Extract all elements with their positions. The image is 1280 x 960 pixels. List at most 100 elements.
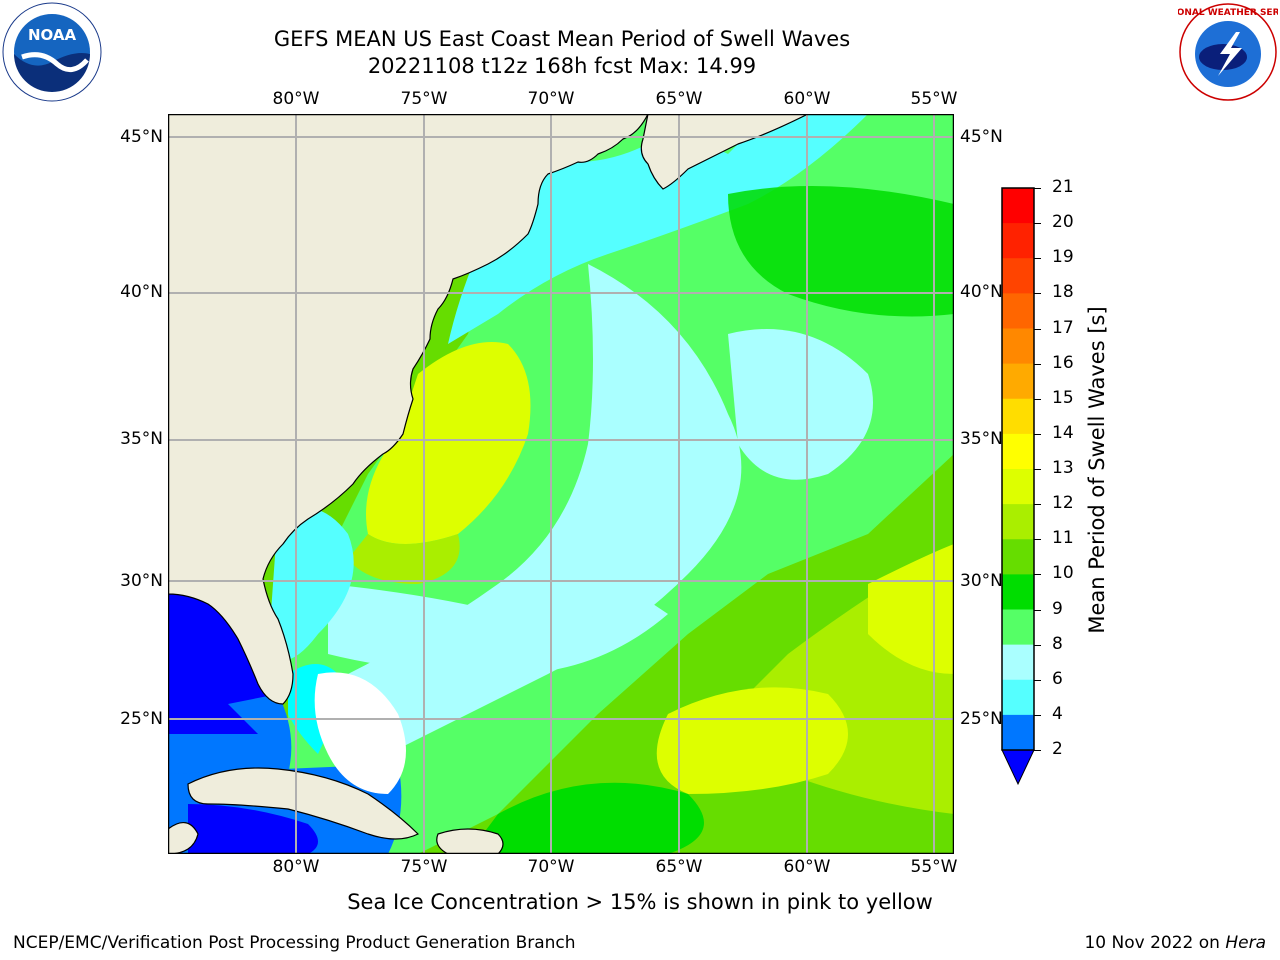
gulf-mexico-water	[168, 584, 272, 734]
colorbar-segment	[1002, 679, 1034, 716]
colorbar-tick-mark	[1034, 363, 1041, 365]
colorbar-tick-label: 9	[1052, 598, 1063, 619]
colorbar-segment	[1002, 714, 1034, 751]
colorbar-segment	[1002, 328, 1034, 365]
bahamas-shallow	[314, 672, 406, 794]
hispaniola-land	[436, 828, 504, 854]
colorbar-tick-label: 17	[1052, 317, 1074, 338]
colorbar-tick-mark	[1034, 539, 1041, 541]
colorbar-tick-mark	[1034, 398, 1041, 400]
lat-label-left-45n: 45°N	[120, 127, 163, 147]
colorbar-segment	[1002, 539, 1034, 575]
colorbar-segment	[1002, 469, 1034, 505]
colorbar-tick-label: 8	[1052, 633, 1063, 654]
colorbar-tick-mark	[1034, 504, 1041, 506]
colorbar-tick-mark	[1034, 469, 1041, 470]
lat-label-left-30n: 30°N	[120, 571, 163, 591]
noaa-logo-text: NOAA	[28, 26, 77, 44]
colorbar-tick-label: 21	[1052, 177, 1074, 197]
colorbar-tick-label: 6	[1052, 668, 1063, 689]
colorbar-tick-label: 2	[1052, 739, 1063, 759]
colorbar-tick-label: 4	[1052, 703, 1063, 724]
lat-label-right-45n: 45°N	[960, 127, 1003, 147]
north-america-land	[168, 114, 649, 705]
colorbar-tick-label: 11	[1052, 528, 1074, 549]
lon-label-bottom-60w: 60°W	[783, 857, 831, 877]
colorbar-segment	[1002, 223, 1034, 259]
colorbar-tick-label: 12	[1052, 493, 1074, 514]
colorbar-segment	[1002, 363, 1034, 400]
colorbar-tick-mark	[1034, 223, 1041, 225]
gulf-mexico-water-edge	[168, 694, 292, 774]
lat-label-left-40n: 40°N	[120, 282, 163, 302]
colorbar-segment	[1002, 293, 1034, 329]
colorbar-segment	[1002, 188, 1034, 224]
band-13-14-south	[656, 687, 848, 794]
colorbar-tick-mark	[1034, 750, 1041, 751]
colorbar-segment	[1002, 433, 1034, 470]
colorbar-segment	[1002, 258, 1034, 294]
lon-label-bottom-70w: 70°W	[527, 857, 575, 877]
band-13-14-hatteras	[366, 342, 531, 544]
colorbar-tick-mark	[1034, 293, 1041, 295]
colorbar-tick-mark	[1034, 188, 1041, 189]
noaa-logo: NOAA	[2, 2, 102, 102]
colorbar-label: Mean Period of Swell Waves [s]	[1085, 306, 1109, 634]
lat-label-right-25n: 25°N	[960, 709, 1003, 729]
lat-label-right-40n: 40°N	[960, 282, 1003, 302]
band-12-13-hatteras	[348, 534, 460, 584]
band-8-9-south	[328, 584, 668, 674]
band-6-8-coast	[268, 507, 354, 661]
colorbar-tick-mark	[1034, 714, 1041, 716]
lon-label-top-65w: 65°W	[655, 89, 703, 109]
lon-label-top-70w: 70°W	[527, 89, 575, 109]
graticule	[168, 114, 954, 854]
colorbar-tick-mark	[1034, 433, 1041, 435]
date-text: 10 Nov 2022 on	[1084, 933, 1226, 953]
caribbean-dark	[188, 804, 318, 854]
lon-label-bottom-75w: 75°W	[400, 857, 448, 877]
sea-ice-caption: Sea Ice Concentration > 15% is shown in …	[347, 890, 933, 914]
lon-label-top-80w: 80°W	[272, 89, 320, 109]
colorbar-segment	[1002, 644, 1034, 681]
band-13-14-se	[868, 544, 954, 674]
lat-label-left-35n: 35°N	[120, 429, 163, 449]
colorbar-tick-mark	[1034, 574, 1041, 576]
colorbar-segment	[1002, 398, 1034, 435]
lon-label-top-60w: 60°W	[783, 89, 831, 109]
colorbar-tick-mark	[1034, 644, 1041, 646]
colorbar-tick-label: 14	[1052, 422, 1074, 443]
host-name: Hera	[1225, 933, 1266, 953]
band-10-11-ne	[728, 186, 954, 317]
nws-logo-text: NATIONAL WEATHER SERVICE	[1178, 8, 1278, 18]
swell-period-map	[168, 114, 954, 854]
maritimes-land	[640, 114, 809, 190]
lon-label-bottom-55w: 55°W	[910, 857, 958, 877]
colorbar-tick-label: 20	[1052, 212, 1074, 233]
chart-title: GEFS MEAN US East Coast Mean Period of S…	[273, 27, 851, 51]
lat-label-right-35n: 35°N	[960, 429, 1003, 449]
colorbar-tick-mark	[1034, 609, 1041, 611]
credit-line: NCEP/EMC/Verification Post Processing Pr…	[13, 933, 576, 953]
colorbar	[1001, 187, 1035, 786]
colorbar-segment	[1002, 504, 1034, 540]
chart-subtitle: 20221108 t12z 168h fcst Max: 14.99	[367, 54, 757, 78]
date-stamp: 10 Nov 2022 on Hera	[1084, 933, 1266, 953]
colorbar-tick-label: 18	[1052, 282, 1074, 303]
lat-label-left-25n: 25°N	[120, 709, 163, 729]
colorbar-tick-mark	[1034, 258, 1041, 260]
colorbar-tick-label: 10	[1052, 563, 1074, 584]
band-8-9-east	[728, 329, 873, 480]
lon-label-bottom-65w: 65°W	[655, 857, 703, 877]
nws-logo: NATIONAL WEATHER SERVICE	[1178, 3, 1278, 101]
map-frame	[168, 114, 954, 854]
lon-label-top-55w: 55°W	[910, 89, 958, 109]
lat-label-right-30n: 30°N	[960, 571, 1003, 591]
colorbar-tick-label: 13	[1052, 458, 1074, 478]
colorbar-tick-mark	[1034, 679, 1041, 681]
colorbar-tick-mark	[1034, 328, 1041, 330]
lon-label-top-75w: 75°W	[400, 89, 448, 109]
lon-label-bottom-80w: 80°W	[272, 857, 320, 877]
colorbar-tick-label: 19	[1052, 247, 1074, 268]
colorbar-segment	[1002, 574, 1034, 610]
